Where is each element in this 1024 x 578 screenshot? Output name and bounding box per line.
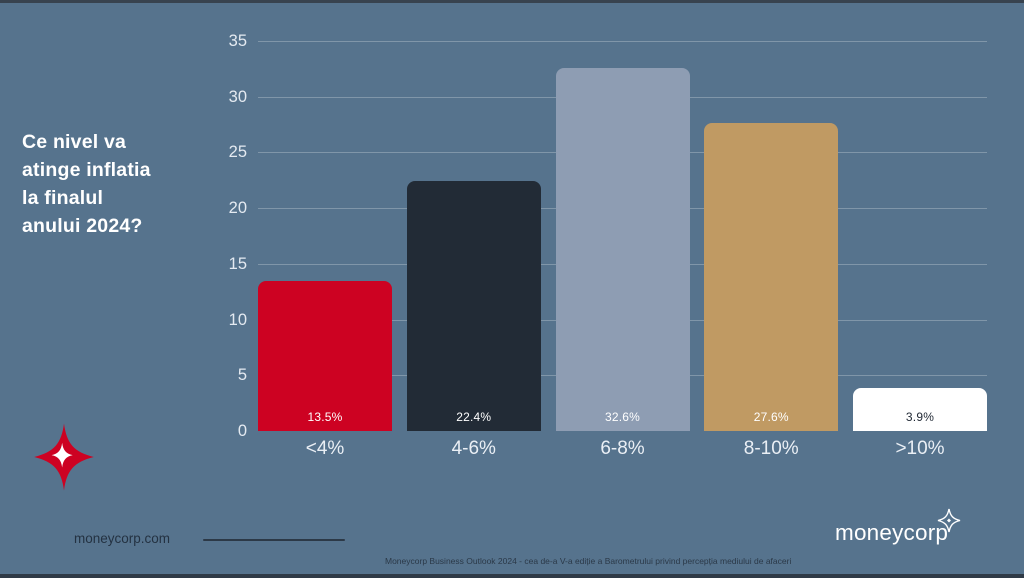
y-axis-tick-label: 25 bbox=[228, 143, 247, 162]
chart-bar: 13.5% bbox=[258, 280, 392, 431]
brand-name: moneycorp bbox=[835, 520, 949, 545]
x-axis: <4% 4-6% 6-8% 8-10% >10% bbox=[258, 438, 987, 462]
bar-value-label: 32.6% bbox=[604, 410, 641, 424]
x-axis-label: 6-8% bbox=[600, 438, 645, 459]
plot-area: 13.5% 22.4% 32.6% 27.6% 3.9% bbox=[258, 41, 987, 431]
bar-value-label: 27.6% bbox=[753, 410, 789, 424]
chart-bar: 22.4% bbox=[406, 181, 541, 431]
bottom-edge-strip bbox=[0, 574, 1024, 578]
chart-bar: 32.6% bbox=[555, 67, 690, 431]
source-footnote: Moneycorp Business Outlook 2024 - cea de… bbox=[385, 556, 792, 566]
sparkle-icon bbox=[937, 508, 961, 533]
chart-bar: 27.6% bbox=[704, 123, 839, 431]
x-axis-label: <4% bbox=[305, 438, 345, 459]
chart-question-title: Ce nivel va atinge inflatia la finalul a… bbox=[22, 131, 151, 237]
footer-divider-line bbox=[203, 539, 345, 541]
y-axis-tick-label: 35 bbox=[228, 32, 247, 50]
y-axis-tick-label: 30 bbox=[228, 87, 247, 106]
bar-value-label: 13.5% bbox=[307, 410, 343, 424]
y-axis: 0 5 10 15 20 25 30 35 bbox=[190, 32, 247, 440]
x-axis-label: 8-10% bbox=[743, 438, 799, 459]
y-axis-tick-label: 0 bbox=[237, 422, 247, 440]
gridline bbox=[258, 41, 987, 42]
bar-value-label: 3.9% bbox=[905, 410, 935, 424]
moneycorp-star-logo-icon bbox=[34, 423, 94, 491]
y-axis-tick-label: 15 bbox=[228, 254, 247, 273]
y-axis-tick-label: 5 bbox=[237, 366, 247, 385]
y-axis-tick-label: 20 bbox=[228, 199, 247, 218]
top-edge-strip bbox=[0, 0, 1024, 3]
y-axis-tick-label: 10 bbox=[228, 310, 247, 329]
x-axis-label: 4-6% bbox=[451, 438, 496, 459]
moneycorp-wordmark: moneycorp bbox=[835, 507, 995, 557]
chart-bar: 3.9% bbox=[853, 387, 987, 431]
website-url: moneycorp.com bbox=[74, 531, 171, 546]
x-axis-label: >10% bbox=[895, 438, 945, 459]
bar-value-label: 22.4% bbox=[456, 410, 492, 424]
